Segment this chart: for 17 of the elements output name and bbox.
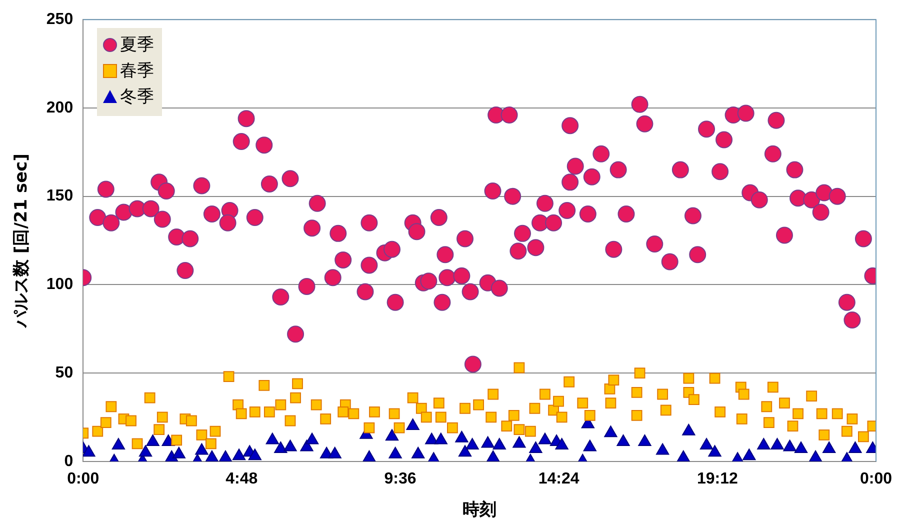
y-tick-label: 200	[46, 99, 74, 116]
x-tick-label: 4:48	[226, 470, 258, 488]
y-tick-label: 100	[46, 276, 74, 294]
y-tick-label: 150	[46, 188, 74, 205]
x-tick-label: 14:24	[538, 470, 580, 488]
x-axis-title: 時刻	[462, 500, 497, 520]
y-axis-title: パルス数 [回/21 sec]	[12, 154, 32, 328]
y-tick-label: 250	[46, 11, 74, 28]
legend-label: 冬季	[120, 86, 154, 107]
x-tick-label: 0:00	[67, 470, 100, 488]
legend-label: 夏季	[120, 34, 154, 55]
x-tick-label: 0:00	[860, 470, 892, 488]
y-tick-label: 50	[55, 364, 74, 382]
y-tick-label: 0	[64, 452, 74, 470]
x-tick-label: 9:36	[384, 470, 416, 488]
legend-label: 春季	[120, 60, 154, 81]
x-tick-label: 19:12	[696, 470, 738, 488]
